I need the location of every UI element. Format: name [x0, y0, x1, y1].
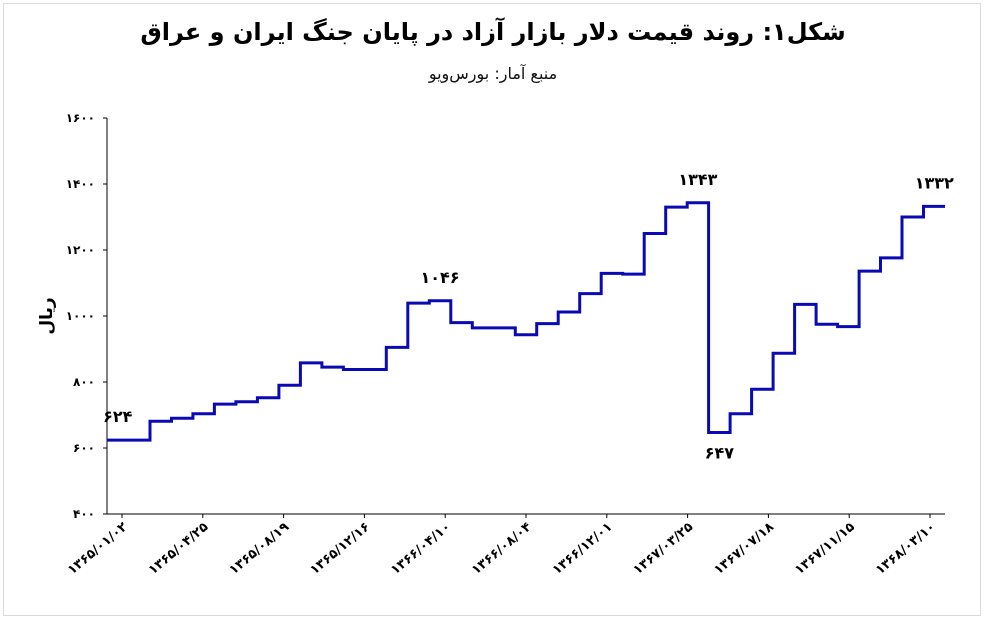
x-tick-label: ۱۳۶۷/۰۳/۲۵: [631, 520, 697, 578]
series-line: [107, 201, 945, 442]
data-label: ۱۰۴۶: [421, 268, 460, 287]
data-label: ۱۳۴۳: [678, 170, 717, 189]
x-tick-label: ۱۳۶۷/۰۷/۱۸: [711, 520, 777, 578]
y-tick-label: ۱۶۰۰: [66, 111, 95, 125]
x-tick-label: ۱۳۶۵/۰۴/۲۵: [146, 520, 212, 578]
y-tick-label: ۱۲۰۰: [66, 243, 95, 257]
x-tick-label: ۱۳۶۵/۰۱/۰۲: [65, 520, 131, 578]
data-label: ۶۴۷: [705, 443, 735, 462]
x-tick-label: ۱۳۶۵/۱۲/۱۶: [307, 520, 373, 578]
y-tick-label: ۱۴۰۰: [66, 177, 95, 191]
y-tick-label: ۶۰۰: [73, 441, 95, 455]
x-tick-label: ۱۳۶۶/۰۸/۰۴: [469, 520, 535, 578]
x-tick-label: ۱۳۶۸/۰۳/۱۰: [873, 520, 939, 578]
y-tick-label: ۴۰۰: [73, 507, 95, 521]
data-label: ۱۳۳۲: [915, 173, 954, 192]
x-tick-label: ۱۳۶۶/۰۴/۱۰: [388, 520, 454, 578]
y-tick-label: ۸۰۰: [73, 375, 95, 389]
chart-subtitle: منبع آمار: بورس‌ویو: [428, 64, 558, 83]
chart-title: شکل۱: روند قیمت دلار بازار آزاد در پایان…: [140, 18, 846, 46]
x-tick-label: ۱۳۶۷/۱۱/۱۵: [792, 520, 858, 578]
data-label: ۶۲۴: [103, 407, 133, 426]
y-tick-label: ۱۰۰۰: [66, 309, 95, 323]
x-tick-label: ۱۳۶۶/۱۲/۰۱: [550, 520, 616, 578]
y-axis-label: ریال: [37, 297, 57, 334]
x-tick-label: ۱۳۶۵/۰۸/۱۹: [227, 520, 293, 578]
